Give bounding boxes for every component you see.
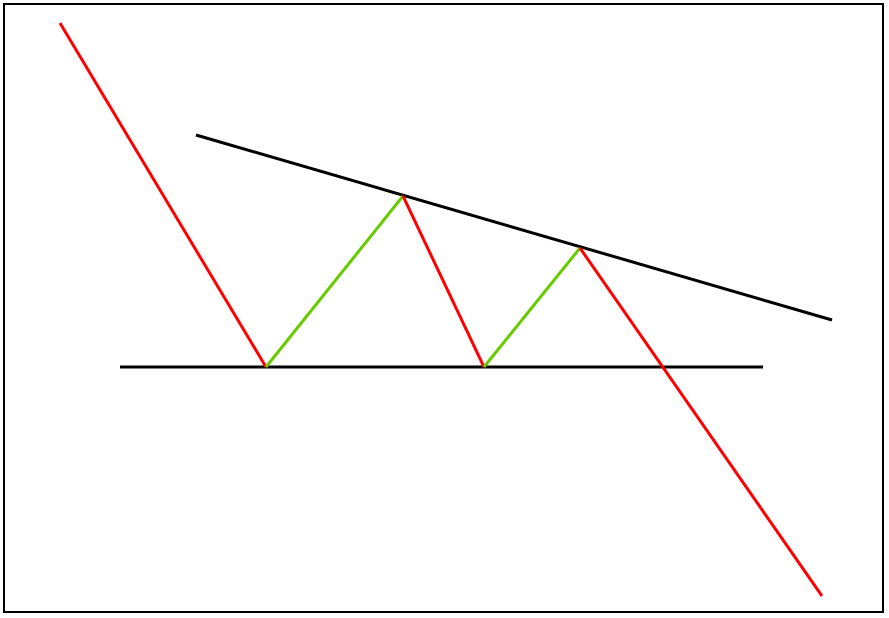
diagram-container [0,0,889,618]
canvas-background [0,0,889,618]
descending-triangle-diagram [0,0,889,618]
